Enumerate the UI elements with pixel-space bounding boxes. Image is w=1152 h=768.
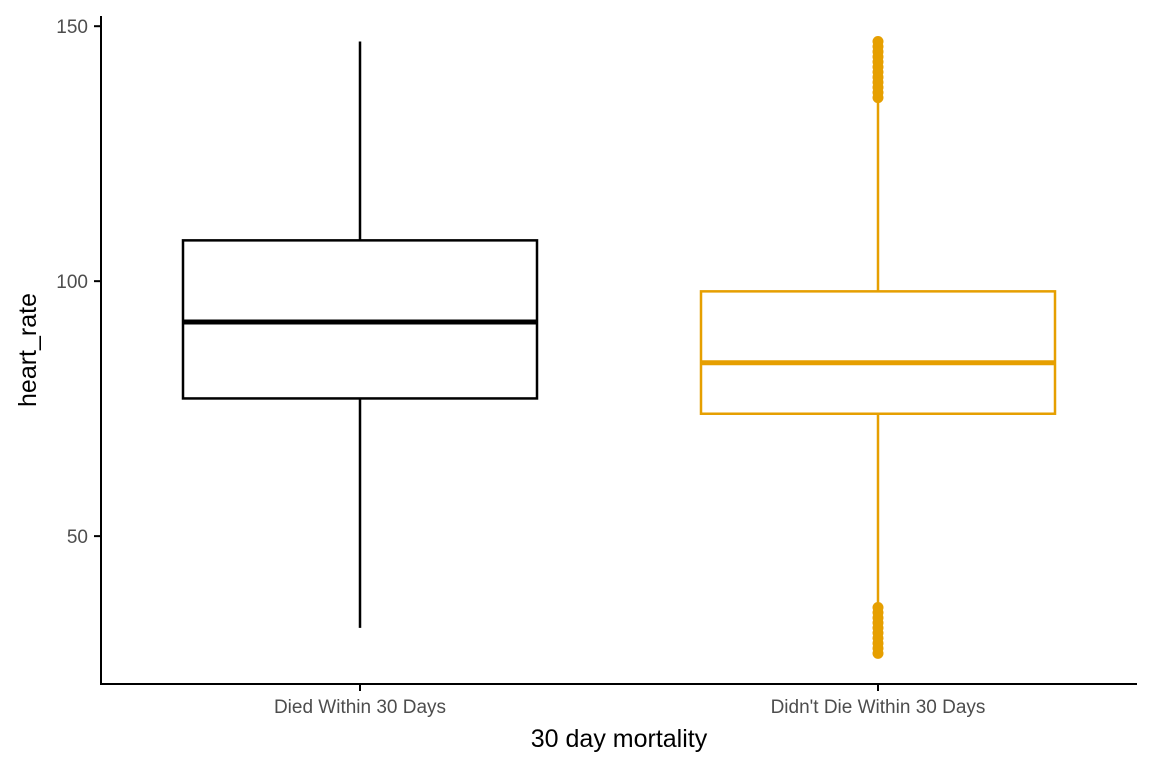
- x-tick-label: Died Within 30 Days: [274, 697, 446, 718]
- box-iqr: [699, 290, 1057, 415]
- outlier-point: [872, 602, 884, 614]
- x-axis-ticks: Died Within 30 Days Didn't Die Within 30 …: [274, 684, 985, 718]
- box-group: [699, 35, 1057, 659]
- y-tick-label: 100: [56, 272, 88, 293]
- y-axis-title: heart_rate: [14, 293, 42, 407]
- x-axis-title: 30 day mortality: [531, 725, 708, 753]
- outlier-point: [872, 35, 884, 47]
- plot-area: [181, 35, 1057, 659]
- y-tick-label: 50: [67, 527, 88, 548]
- x-tick-label: Didn't Die Within 30 Days: [771, 697, 986, 718]
- y-axis-ticks: 50 100 150: [56, 17, 101, 548]
- y-tick-label: 150: [56, 17, 88, 38]
- box-group: [181, 41, 539, 628]
- box-iqr: [181, 239, 539, 400]
